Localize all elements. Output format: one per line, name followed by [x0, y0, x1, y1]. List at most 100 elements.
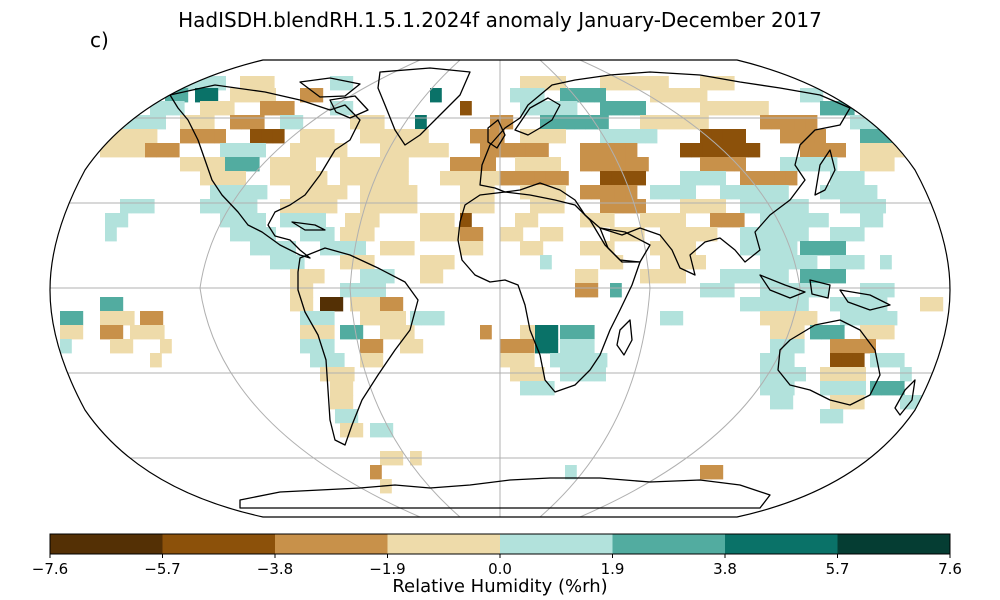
grid-cell — [236, 157, 249, 172]
grid-cell — [800, 241, 812, 256]
grid-cell — [640, 213, 652, 228]
grid-cell — [342, 367, 355, 382]
grid-cell — [245, 199, 258, 214]
grid-cell — [511, 339, 524, 354]
grid-cell — [702, 199, 715, 214]
grid-cell — [397, 157, 409, 172]
grid-cell — [230, 115, 242, 130]
grid-cell — [222, 171, 235, 186]
grid-cell — [161, 101, 174, 116]
grid-cell — [792, 325, 805, 340]
grid-cell — [462, 171, 475, 186]
grid-cell — [614, 185, 626, 200]
grid-cell — [545, 171, 558, 186]
grid-cell — [372, 297, 385, 312]
grid-cell — [262, 76, 275, 91]
grid-cell — [771, 311, 784, 326]
grid-cell — [591, 157, 604, 172]
coastline-africa — [457, 191, 641, 393]
grid-cell — [680, 143, 692, 158]
grid-cell — [571, 339, 584, 354]
grid-cell — [200, 101, 212, 116]
grid-cell — [830, 227, 842, 242]
grid-cell — [742, 269, 755, 284]
grid-cell — [200, 199, 212, 214]
grid-cell — [254, 143, 266, 158]
grid-cell — [850, 115, 862, 130]
grid-cell — [820, 367, 832, 382]
grid-cell — [852, 297, 865, 312]
grid-cell — [841, 297, 854, 312]
grid-cell — [525, 143, 538, 158]
grid-cell — [361, 297, 374, 312]
grid-cell — [597, 115, 609, 130]
grid-cell — [831, 367, 844, 382]
grid-cell — [380, 241, 392, 256]
grid-cell — [697, 115, 709, 130]
grid-cell — [591, 241, 604, 256]
grid-cell — [341, 381, 354, 396]
grid-cell — [582, 339, 595, 354]
grid-cell — [431, 269, 444, 284]
grid-cell — [491, 143, 504, 158]
grid-cell — [705, 227, 718, 242]
grid-cell — [861, 115, 874, 130]
grid-cell — [651, 115, 664, 130]
graticule — [50, 60, 950, 517]
grid-cell — [805, 115, 818, 130]
grid-cell — [645, 129, 658, 144]
grid-cell — [272, 129, 285, 144]
coastlines — [169, 67, 916, 509]
grid-cell — [472, 157, 485, 172]
grid-cell — [740, 241, 752, 256]
grid-cell — [691, 171, 704, 186]
grid-cell — [825, 157, 838, 172]
grid-cell — [871, 129, 884, 144]
grid-cell — [785, 241, 798, 256]
grid-cell — [374, 283, 386, 298]
grid-cell — [781, 395, 794, 410]
grid-cell — [774, 297, 786, 312]
grid-cell — [737, 143, 749, 158]
grid-cell — [514, 143, 526, 158]
grid-cell — [731, 185, 744, 200]
grid-cell — [785, 171, 798, 186]
grid-cell — [842, 185, 855, 200]
grid-cell — [341, 76, 354, 91]
grid-cell — [757, 101, 769, 116]
grid-cell — [380, 143, 392, 158]
grid-cell — [225, 157, 237, 172]
grid-cell — [371, 353, 384, 368]
grid-cell — [880, 255, 892, 270]
grid-cell — [560, 88, 572, 103]
colorbar-tick-label: −7.6 — [32, 560, 68, 578]
grid-cell — [531, 381, 544, 396]
grid-cell — [500, 227, 512, 242]
grid-cell — [335, 409, 347, 424]
grid-cell — [322, 339, 335, 354]
grid-cell — [561, 353, 574, 368]
grid-cell — [501, 115, 514, 130]
grid-cell — [460, 101, 472, 116]
grid-cell — [485, 171, 498, 186]
grid-cell — [580, 185, 592, 200]
grid-cell — [822, 241, 835, 256]
grid-cell — [814, 129, 826, 144]
grid-cell — [421, 311, 434, 326]
grid-cell — [782, 283, 795, 298]
grid-cell — [252, 227, 265, 242]
grid-cell — [594, 367, 606, 382]
grid-cell — [852, 339, 865, 354]
grid-cell — [105, 227, 117, 242]
grid-cell — [660, 227, 672, 242]
grid-cell — [881, 381, 894, 396]
grid-cell — [531, 101, 544, 116]
grid-cell — [362, 283, 375, 298]
grid-cell — [335, 185, 348, 200]
grid-cell — [575, 283, 587, 298]
grid-cell — [431, 227, 444, 242]
grid-cell — [242, 213, 255, 228]
grid-cell — [871, 213, 884, 228]
grid-cell — [591, 143, 604, 158]
grid-cell — [230, 227, 242, 242]
